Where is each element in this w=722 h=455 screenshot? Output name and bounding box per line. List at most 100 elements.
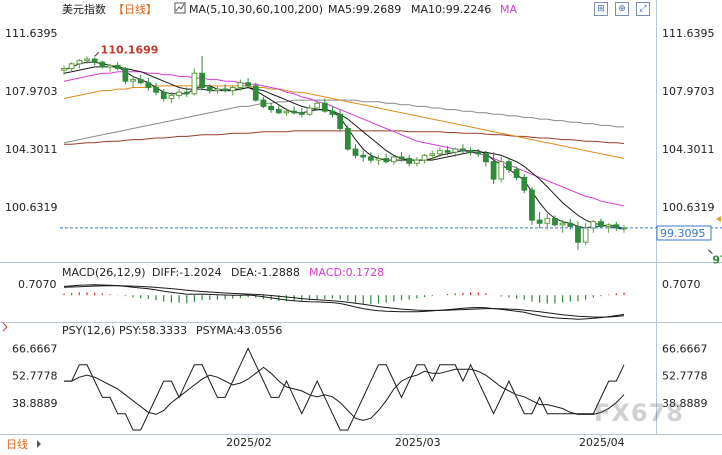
price-tick-left-3: 100.6319 (5, 201, 58, 214)
low-annotation: 97.9229 (712, 254, 722, 267)
candle-body (344, 128, 351, 150)
candle-body (268, 105, 275, 111)
fullscreen-icon[interactable]: ⤢ (636, 2, 650, 16)
macd-tick-right-0: 0.7070 (662, 278, 701, 291)
footer-period-label[interactable]: 日线 (6, 437, 28, 451)
ma-line-ma60 (63, 85, 625, 159)
candle-body (252, 85, 259, 101)
candle-body (160, 91, 167, 100)
candle-body (413, 159, 420, 164)
candle-body (321, 102, 328, 112)
candle-body (460, 148, 466, 152)
candle-body (84, 58, 90, 62)
candle-body (506, 161, 512, 171)
candle-body (383, 158, 390, 163)
candle-body (329, 110, 336, 115)
candle-body (283, 110, 290, 114)
low-annotation-pointer (708, 249, 713, 255)
price-tick-right-2: 104.3011 (662, 143, 715, 156)
candle-body (352, 148, 359, 156)
watermark: FX678 (594, 399, 684, 427)
ma-line-ma100 (63, 99, 624, 144)
x-tick-label-1: 2025/03 (395, 436, 441, 449)
candle-body (99, 61, 106, 68)
high-annotation: 110.1699 (101, 43, 159, 56)
candle-body (406, 158, 413, 164)
candle-body (114, 64, 121, 70)
candle-body (360, 154, 367, 158)
candle-body (145, 82, 152, 88)
candle-body (237, 82, 244, 88)
x-tick-label-2: 2025/04 (579, 436, 625, 449)
psy-tick-right-0: 66.6667 (662, 342, 708, 355)
dea-line (63, 285, 625, 318)
price-marker-icon (716, 216, 721, 222)
candle-body (168, 94, 175, 100)
candle-body (552, 218, 558, 226)
candle-body (490, 161, 497, 180)
candle-body (475, 151, 482, 155)
candle-body (582, 227, 589, 243)
candle-body (107, 64, 113, 68)
candle-body (61, 68, 67, 71)
macd-tick-left-0: 0.7070 (18, 278, 57, 291)
ma-params: MA(5,10,30,60,100,200) (189, 3, 323, 16)
candle-body (68, 63, 75, 70)
candle-body (590, 221, 597, 229)
candle-body (575, 225, 581, 243)
candle-body (306, 107, 313, 115)
candle-body (314, 102, 321, 109)
candle-body (275, 109, 282, 114)
macd-macd: MACD:0.1728 (309, 266, 384, 279)
price-tick-left-2: 104.3011 (5, 143, 58, 156)
footer-arrow-icon[interactable] (37, 440, 41, 448)
ma-line-ma30 (63, 71, 625, 207)
candle-body (367, 156, 374, 161)
candle-body (444, 150, 451, 153)
psy-tick-right-1: 52.7778 (662, 370, 708, 383)
candle-body (429, 153, 436, 156)
candle-body (498, 161, 505, 180)
candle-body (153, 86, 159, 93)
candle-body (483, 153, 489, 163)
candle-body (298, 112, 305, 115)
psy-tick-left-2: 38.8889 (12, 397, 58, 410)
candle-body (536, 219, 543, 224)
candle-body (229, 86, 236, 92)
candle-body (245, 82, 251, 87)
ma-line-ma200 (64, 130, 625, 145)
period-label[interactable]: 【日线】 (113, 2, 157, 16)
candle-body (390, 156, 397, 163)
candle-body (452, 148, 459, 153)
collapse-icon[interactable] (2, 322, 8, 332)
macd-diff: DIFF:-1.2024 (152, 266, 222, 279)
ma5-value: MA5:99.2689 (328, 3, 401, 16)
ma-toggle-icon[interactable] (174, 2, 186, 14)
price-tick-right-0: 111.6395 (662, 27, 715, 40)
candle-body (214, 88, 221, 92)
candle-body (398, 156, 405, 160)
symbol-title: 美元指数 (62, 2, 106, 16)
candle-body (260, 99, 267, 107)
candle-body (206, 86, 213, 92)
macd-dea: DEA:-1.2888 (231, 266, 300, 279)
candle-body (421, 154, 428, 161)
candle-body (130, 79, 136, 82)
ma10-value: MA10:99.2246 (411, 3, 491, 16)
crosshair-icon[interactable]: ⊕ (615, 2, 629, 16)
grid-layout-icon[interactable]: ⊞ (594, 2, 608, 16)
candle-body (199, 72, 205, 88)
psy-title: PSY(12,6) (62, 324, 115, 337)
candle-body (598, 221, 604, 227)
candle-body (375, 158, 382, 161)
ma-more-label: MA (500, 3, 517, 16)
candle-body (183, 91, 190, 95)
candle-body (176, 91, 182, 96)
candle-body (137, 79, 144, 84)
candle-body (337, 113, 344, 130)
candle-body (291, 110, 298, 114)
x-tick-label-0: 2025/02 (226, 436, 272, 449)
diff-line (63, 284, 625, 320)
